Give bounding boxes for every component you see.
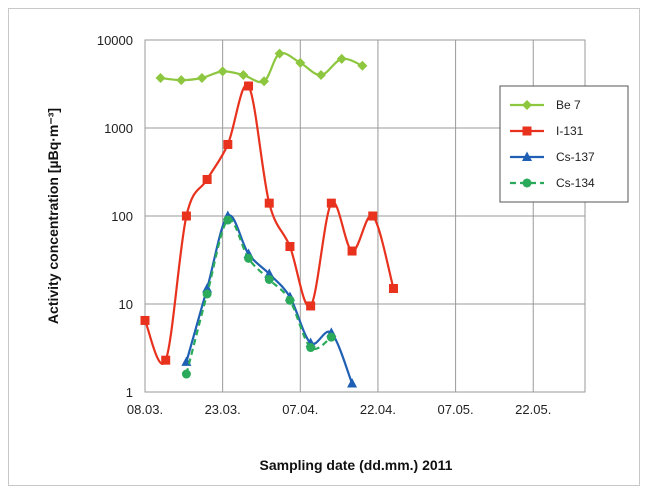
legend-swatch-marker (522, 178, 532, 188)
legend-item-cs-134: Cs-134 (510, 176, 595, 190)
x-axis-title: Sampling date (dd.mm.) 2011 (260, 457, 453, 473)
series-be-7-marker (336, 53, 347, 64)
series-i-131-marker (306, 301, 316, 311)
series-be-7-marker (259, 76, 270, 87)
series-cs-134 (181, 215, 336, 379)
series-i-131-marker (181, 211, 191, 221)
series-be-7-marker (155, 72, 166, 83)
legend-label: Cs-137 (556, 150, 595, 164)
y-tick-label: 10 (119, 297, 133, 312)
series-cs-134-marker (223, 215, 233, 225)
axis-tick-labels: 08.03. 23.03. 07.04. 22.04. 07.05. 22.05. 1000… (97, 33, 551, 417)
series-i-131-marker (285, 242, 295, 252)
series-be-7-marker (295, 57, 306, 68)
y-tick-label: 1000 (104, 121, 133, 136)
legend-item-cs-137: Cs-137 (510, 150, 595, 164)
legend-label: I-131 (556, 124, 584, 138)
series-cs-134-marker (285, 295, 295, 305)
y-tick-label: 10000 (97, 33, 133, 48)
series-be-7 (155, 48, 368, 87)
legend-item-be-7: Be 7 (510, 98, 581, 112)
x-tick-label: 22.05. (515, 402, 551, 417)
series-cs-134-marker (326, 332, 336, 342)
series-i-131-marker (140, 315, 150, 325)
series-cs-137-marker (202, 283, 213, 293)
series-cs-137-marker (347, 377, 358, 388)
series-be-7-marker (176, 75, 187, 86)
series-cs-134-marker (306, 343, 316, 353)
y-tick-label: 100 (111, 209, 133, 224)
series-cs-137-marker (264, 268, 275, 278)
legend-label: Be 7 (556, 98, 581, 112)
series-be-7-marker (196, 72, 207, 83)
series-be-7-marker (238, 70, 249, 81)
x-tick-label: 22.04. (360, 402, 396, 417)
series-cs-134-marker (202, 289, 212, 299)
series-be-7-marker (316, 70, 326, 81)
series-i-131-marker (388, 284, 398, 294)
x-tick-label: 07.05. (438, 402, 474, 417)
series-cs-134-marker (181, 369, 191, 379)
legend: Be 7 I-131 Cs-137 Cs-134 (499, 85, 629, 203)
series-i-131 (140, 81, 398, 365)
x-tick-label: 07.04. (282, 402, 318, 417)
series-i-131-marker (223, 139, 233, 149)
x-tick-label: 08.03. (127, 402, 163, 417)
legend-swatch-marker (522, 151, 532, 161)
legend-item-i-131: I-131 (510, 124, 584, 138)
series-i-131-marker (264, 198, 274, 208)
series-be-7-marker (274, 48, 285, 59)
series-cs-134-marker (244, 253, 254, 263)
series-i-131-marker (202, 174, 212, 184)
series-i-131-marker (347, 246, 357, 256)
series-be-7-marker (357, 60, 368, 71)
legend-swatch-marker (522, 100, 532, 110)
series-i-131-marker (368, 211, 378, 221)
series-layer (140, 48, 398, 388)
series-i-131-marker (326, 198, 336, 208)
legend-swatch-marker (522, 126, 532, 136)
y-axis-title: Activity concentration [µBq·m⁻³] (45, 108, 61, 324)
series-i-131-marker (161, 355, 171, 365)
series-be-7-marker (217, 66, 228, 77)
x-tick-label: 23.03. (205, 402, 241, 417)
y-tick-label: 1 (126, 385, 133, 400)
series-cs-134-marker (264, 274, 274, 284)
legend-label: Cs-134 (556, 176, 595, 190)
series-i-131-marker (244, 81, 254, 91)
